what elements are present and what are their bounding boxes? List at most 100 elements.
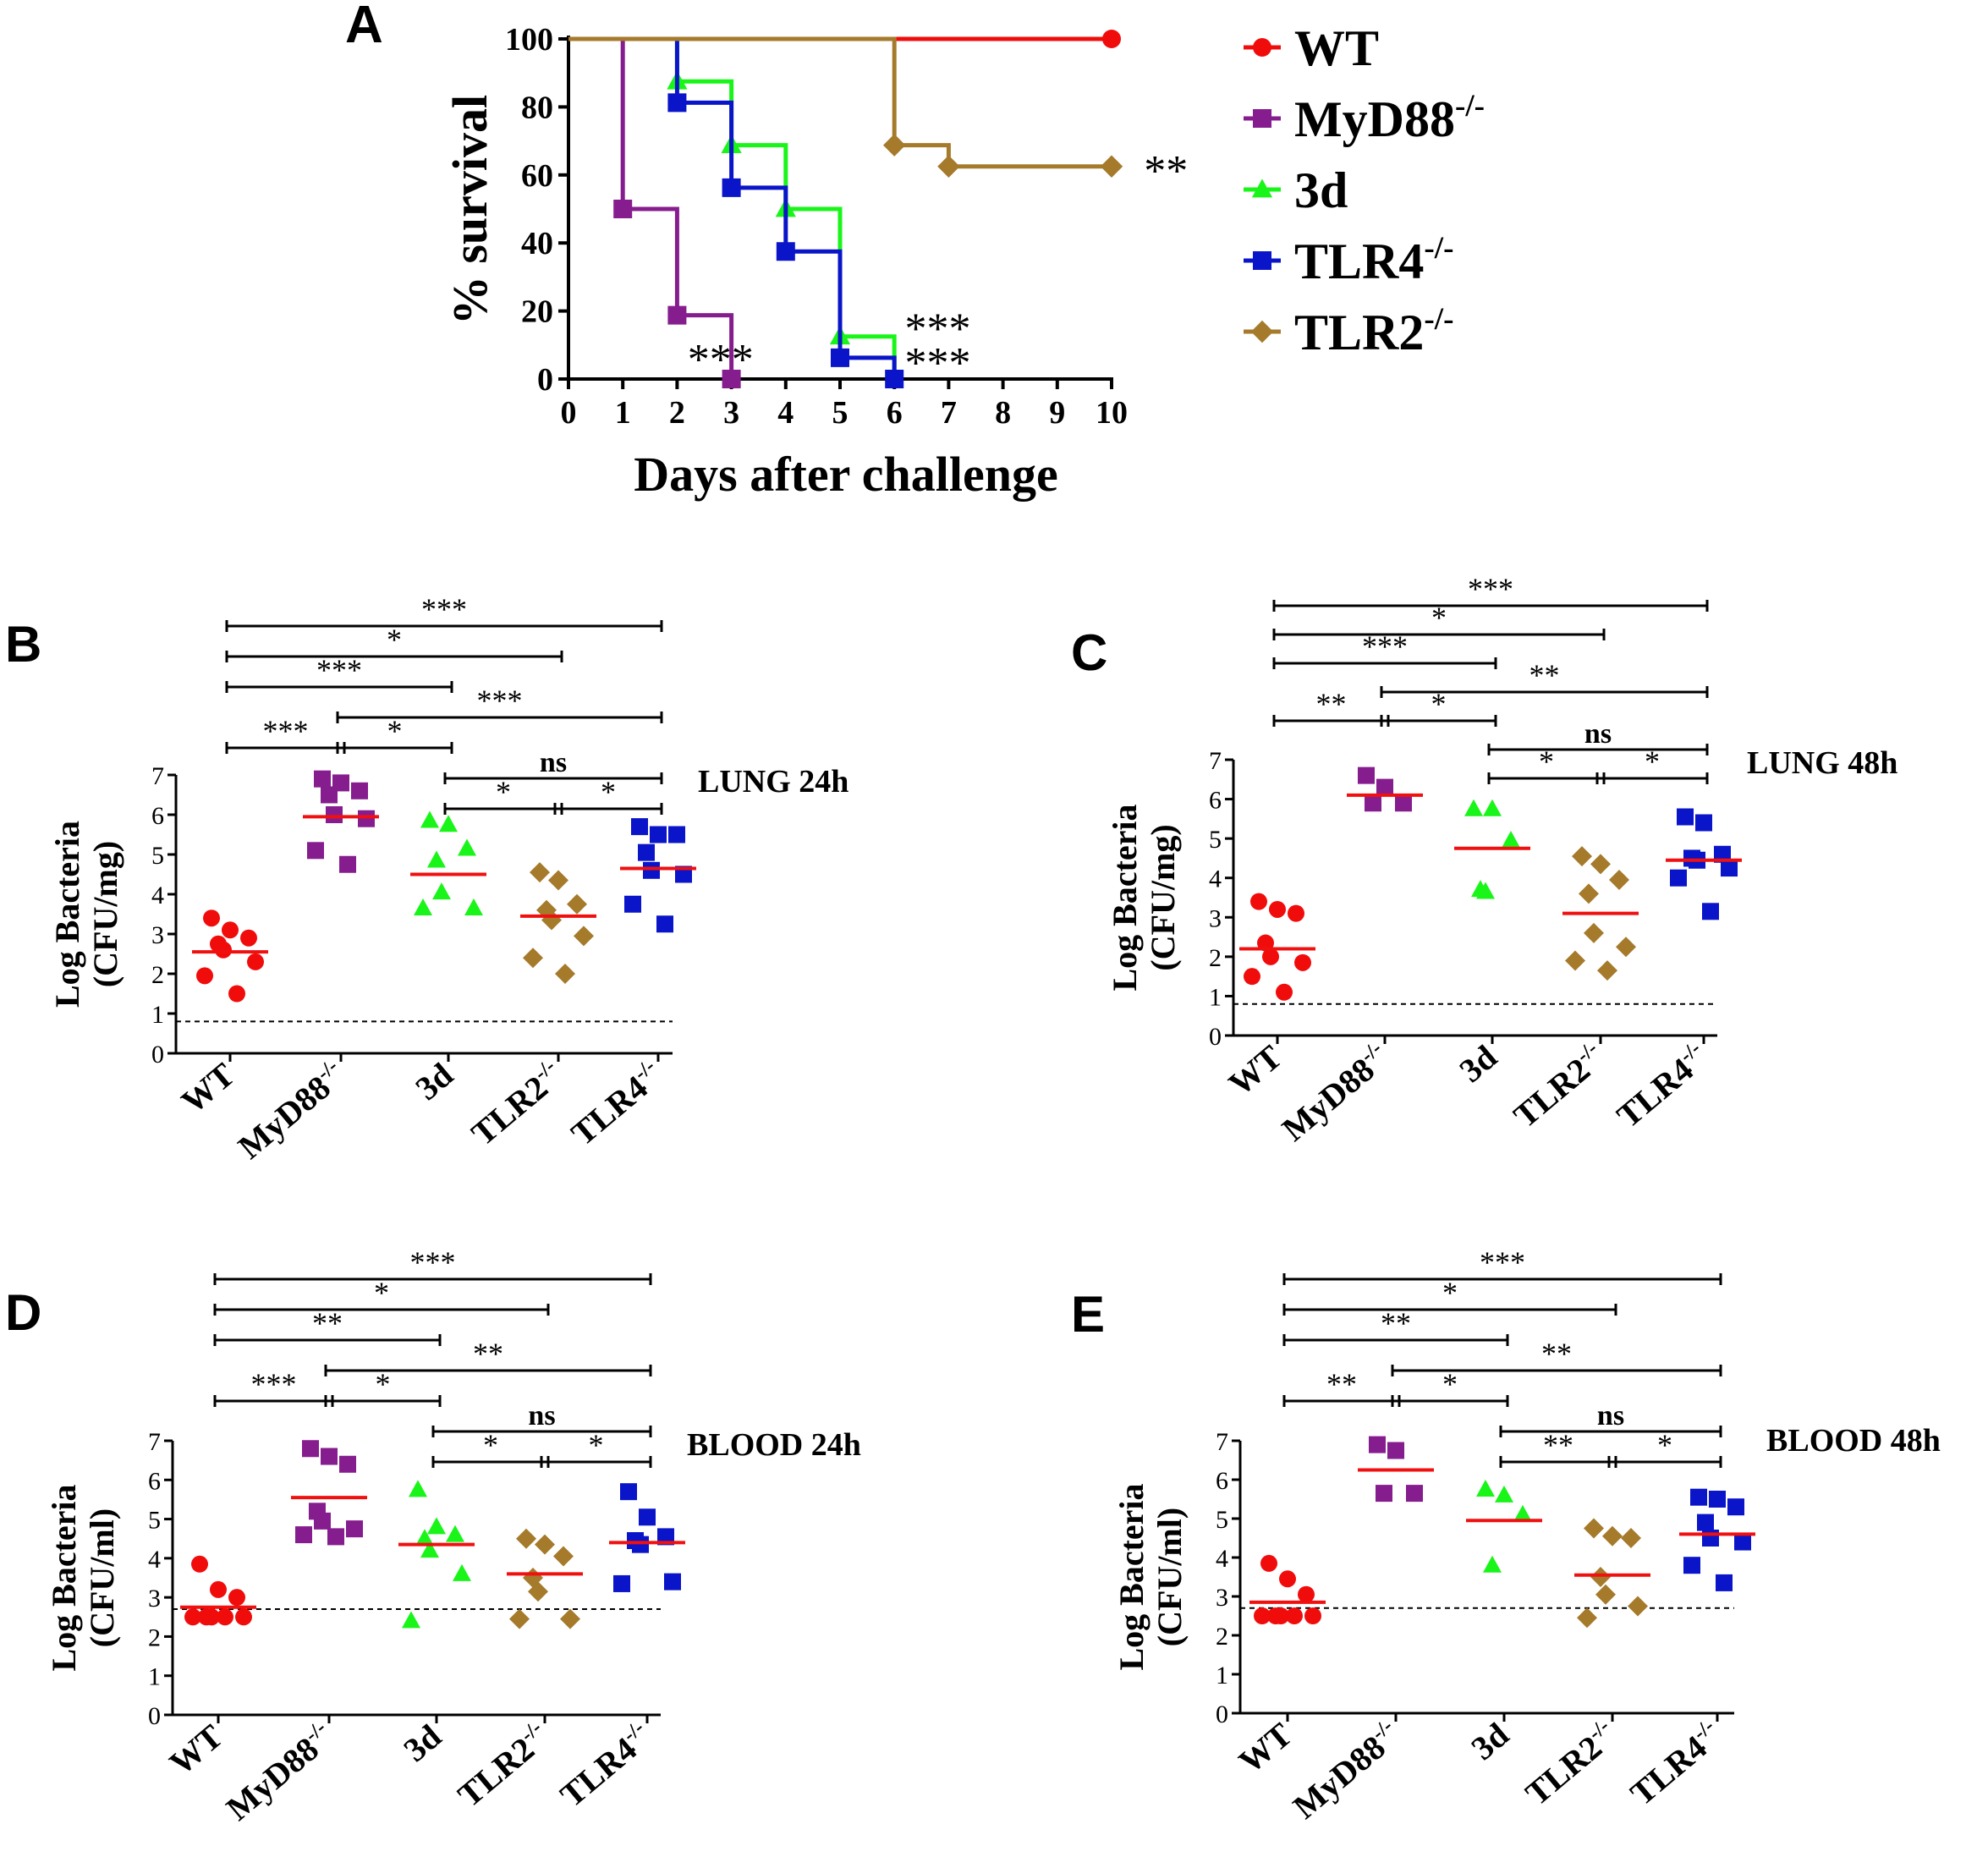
- data-point-tlr2: [1628, 1596, 1648, 1617]
- data-point-tlr4: [613, 1574, 630, 1592]
- y-tick-label: 7: [1216, 1428, 1228, 1456]
- significance-label: **: [1381, 1306, 1411, 1340]
- data-point-tlr2: [567, 893, 587, 915]
- y-tick-label: 6: [148, 1467, 161, 1495]
- legend-marker-tlr4: [1253, 251, 1271, 270]
- significance-label: *: [601, 775, 616, 809]
- data-point-3d: [402, 1611, 420, 1629]
- data-point-wt: [1260, 1554, 1277, 1572]
- significance-label: *: [496, 775, 511, 809]
- data-point-tlr2: [1621, 1528, 1641, 1548]
- data-point-tlr4: [1734, 1533, 1751, 1551]
- data-point-myd88: [339, 855, 356, 873]
- data-point-myd88: [321, 786, 338, 804]
- data-point-3d: [446, 1525, 464, 1542]
- data-point-tlr4: [1670, 869, 1687, 887]
- data-point-tlr2: [1577, 1607, 1597, 1629]
- y-tick-label: 5: [148, 1507, 161, 1535]
- panel-title: LUNG 24h: [698, 764, 848, 799]
- data-point-myd88: [307, 842, 324, 860]
- y-tick-label: 60: [521, 158, 553, 194]
- data-point-wt: [1262, 948, 1279, 965]
- y-tick-label: 5: [1209, 826, 1222, 854]
- y-tick-label: 100: [505, 22, 553, 58]
- data-point-myd88: [358, 810, 375, 827]
- legend-label-wt: WT: [1294, 20, 1379, 76]
- data-point-tlr2: [1595, 1584, 1616, 1605]
- data-point-wt: [203, 909, 220, 927]
- data-point-3d: [439, 815, 458, 832]
- data-point-wt: [191, 1555, 208, 1573]
- y-tick-label: 40: [521, 226, 553, 261]
- y-tick-label: 0: [151, 1041, 164, 1069]
- data-point-myd88: [1376, 778, 1393, 796]
- significance-label: **: [312, 1306, 343, 1340]
- significance-label: *: [1657, 1428, 1672, 1462]
- data-point-wt: [210, 1580, 227, 1598]
- significance-label: **: [1541, 1337, 1572, 1371]
- data-point-tlr2: [1590, 1567, 1611, 1587]
- data-point-3d: [1483, 799, 1502, 816]
- y-tick-label: 5: [151, 842, 164, 870]
- data-point-myd88: [1369, 1436, 1386, 1453]
- y-tick-label: 1: [1209, 983, 1222, 1011]
- data-point-wt: [222, 921, 239, 939]
- significance-label: *: [387, 623, 402, 657]
- data-point-tlr2: [553, 1546, 574, 1567]
- data-point-wt: [247, 953, 264, 970]
- data-point-tlr4: [1697, 1514, 1714, 1531]
- significance-label: ***: [1468, 572, 1513, 606]
- data-point-tlr2: [523, 948, 543, 969]
- data-point-tlr2: [1616, 937, 1636, 958]
- significance-label: *: [1645, 744, 1660, 778]
- data-point-3d: [1502, 830, 1520, 848]
- data-point-tlr2: [1572, 846, 1592, 867]
- panel-letter: D: [5, 1284, 41, 1341]
- data-point-wt: [215, 941, 232, 959]
- y-tick-label: 6: [1216, 1467, 1228, 1495]
- data-point-wt: [1298, 1585, 1315, 1603]
- data-point-myd88: [1395, 794, 1412, 812]
- data-point-3d: [409, 1480, 427, 1497]
- y-tick-label: 7: [1209, 747, 1222, 775]
- data-point-tlr2: [1597, 960, 1617, 981]
- legend-marker-wt: [1253, 38, 1271, 57]
- significance-label: *: [1442, 1276, 1458, 1310]
- x-tick-label: 4: [777, 395, 794, 431]
- panel-letter: B: [5, 616, 41, 673]
- x-tick-label: 3: [723, 395, 739, 431]
- data-point-tlr4: [632, 1536, 649, 1553]
- y-tick-label: 0: [1216, 1700, 1228, 1728]
- y-tick-label: 6: [151, 802, 164, 830]
- x-tick-label: 7: [941, 395, 957, 431]
- data-point-tlr4: [664, 1573, 681, 1591]
- significance-label: ***: [251, 1367, 297, 1401]
- legend-label-tlr4: TLR4-/-: [1294, 231, 1453, 289]
- significance-annotation: ***: [688, 336, 754, 384]
- y-tick-label: 0: [537, 362, 553, 398]
- significance-label: ***: [477, 684, 523, 717]
- data-point-tlr4: [620, 1483, 637, 1501]
- y-tick-label: 0: [148, 1702, 161, 1730]
- data-point-tlr2: [1584, 922, 1604, 943]
- data-point-tlr2: [516, 1528, 536, 1549]
- data-point-3d: [1464, 799, 1483, 816]
- data-point-tlr4: [1695, 814, 1712, 832]
- x-tick-label: 2: [669, 395, 685, 431]
- y-tick-label: 2: [1216, 1623, 1228, 1651]
- data-point-3d: [1483, 1555, 1502, 1573]
- y-axis-title-line1: Log Bacteria: [1106, 804, 1144, 991]
- data-point-3d: [420, 1541, 439, 1558]
- data-point-tlr4: [1716, 1574, 1733, 1591]
- data-point-tlr4: [675, 865, 692, 883]
- data-point-tlr4: [638, 843, 655, 861]
- survival-marker-tlr2: [1100, 155, 1123, 178]
- data-point-myd88: [1365, 794, 1381, 812]
- significance-label: *: [1442, 1367, 1458, 1401]
- x-tick-label: 9: [1049, 395, 1065, 431]
- x-tick-label: 1: [615, 395, 631, 431]
- data-point-tlr2: [509, 1608, 530, 1629]
- data-point-3d: [427, 850, 446, 868]
- y-axis-title-line1: Log Bacteria: [45, 1484, 83, 1671]
